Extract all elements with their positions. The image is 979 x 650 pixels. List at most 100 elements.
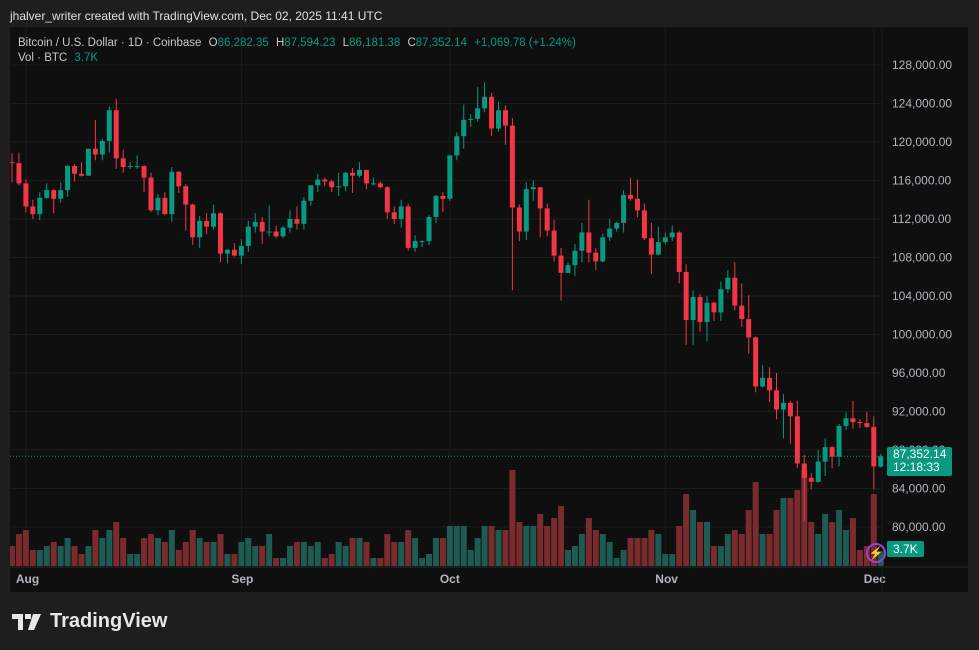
- low-value: 86,181.38: [349, 37, 401, 49]
- volume-bar: [558, 506, 565, 566]
- volume-bar: [266, 534, 273, 566]
- candle-body: [711, 302, 717, 313]
- volume-bar: [384, 534, 391, 566]
- y-tick-label: 96,000.00: [892, 366, 946, 380]
- candle-body: [120, 158, 126, 168]
- candle-body: [815, 461, 821, 482]
- candle-body: [183, 186, 189, 205]
- volume-bar: [669, 554, 676, 566]
- volume-bar: [808, 522, 815, 566]
- volume-bar: [349, 538, 356, 566]
- candle-body: [65, 166, 71, 191]
- candle-body: [482, 96, 488, 109]
- volume-bar: [627, 538, 634, 566]
- candle-body: [384, 187, 390, 213]
- candle-body: [774, 390, 779, 410]
- candle-body: [509, 125, 515, 208]
- volume-bar: [509, 470, 516, 566]
- candle-body: [315, 179, 321, 186]
- volume-bar: [759, 534, 766, 566]
- volume-bar: [57, 546, 64, 566]
- candle-body: [760, 377, 766, 387]
- y-tick-label: 92,000.00: [892, 405, 946, 419]
- symbol-label[interactable]: Bitcoin / U.S. Dollar · 1D · Coinbase: [18, 37, 202, 49]
- volume-bar: [259, 546, 266, 566]
- low-label: L: [342, 37, 350, 49]
- candle-body: [301, 200, 307, 224]
- tradingview-logo[interactable]: TradingView: [12, 610, 167, 633]
- volume-label[interactable]: Vol · BTC: [18, 52, 68, 64]
- y-tick-label: 108,000.00: [892, 251, 952, 265]
- chart-panel[interactable]: 80,000.0084,000.0088,000.0092,000.0096,0…: [10, 27, 968, 592]
- volume-bar: [287, 546, 293, 566]
- volume-bar: [460, 526, 467, 566]
- volume-bar: [849, 518, 856, 566]
- volume-bar: [537, 514, 544, 566]
- candle-body: [51, 190, 57, 199]
- candle-body: [593, 252, 599, 262]
- volume-bar: [321, 558, 328, 566]
- volume-bar: [578, 534, 585, 566]
- volume-bar: [794, 490, 801, 566]
- candle-body: [871, 426, 877, 467]
- volume-bar: [231, 554, 238, 566]
- volume-bar: [717, 546, 724, 566]
- candle-body: [447, 155, 453, 199]
- volume-bar: [106, 530, 113, 566]
- volume-bar: [544, 526, 551, 566]
- lightning-icon[interactable]: ⚡: [866, 543, 886, 563]
- volume-bar: [815, 534, 822, 566]
- candle-body: [259, 221, 265, 232]
- volume-bar: [148, 534, 154, 566]
- candle-body: [79, 173, 84, 176]
- volume-bar: [870, 494, 877, 566]
- volume-bar: [356, 538, 363, 566]
- candlestick-chart[interactable]: 80,000.0084,000.0088,000.0092,000.0096,0…: [10, 27, 968, 592]
- candle-body: [37, 197, 43, 215]
- volume-bar: [467, 550, 474, 566]
- candle-body: [197, 220, 203, 238]
- volume-bar: [217, 534, 224, 566]
- volume-bar: [752, 482, 759, 566]
- volume-bar: [634, 538, 641, 566]
- volume-bar: [29, 550, 36, 566]
- volume-bar: [238, 542, 245, 566]
- volume-bar: [273, 558, 280, 566]
- bar-countdown: 12:18:33: [893, 460, 940, 474]
- volume-bar: [377, 558, 384, 566]
- candle-body: [544, 208, 550, 231]
- candle-body: [579, 232, 585, 251]
- volume-bar: [134, 554, 141, 566]
- volume-bar: [328, 554, 335, 566]
- brand-name: TradingView: [50, 610, 168, 632]
- candle-body: [635, 198, 640, 211]
- candle-body: [252, 221, 258, 227]
- volume-bar: [856, 550, 863, 566]
- volume-bar: [829, 522, 836, 566]
- volume-bar: [690, 510, 697, 566]
- candle-body: [502, 110, 508, 126]
- volume-bar: [843, 530, 849, 566]
- volume-bar: [495, 530, 502, 566]
- y-tick-label: 120,000.00: [892, 135, 952, 149]
- candle-body: [628, 194, 634, 199]
- candle-body: [843, 418, 849, 426]
- candle-body: [836, 425, 842, 457]
- attribution-text: jhalver_writer created with TradingView.…: [10, 9, 383, 23]
- volume-bar: [676, 526, 683, 566]
- candle-body: [141, 166, 147, 178]
- candle-body: [718, 289, 724, 313]
- volume-bar: [92, 530, 99, 566]
- volume-bar: [224, 554, 231, 566]
- volume-bar: [683, 494, 690, 566]
- volume-bar: [398, 542, 405, 566]
- volume-bar: [620, 550, 627, 566]
- candle-body: [454, 136, 460, 156]
- candle-body: [391, 212, 397, 219]
- candle-body: [621, 194, 627, 223]
- volume-bar: [551, 518, 558, 566]
- volume-value: 3.7K: [74, 52, 99, 64]
- candle-body: [106, 110, 112, 142]
- candle-body: [245, 226, 251, 246]
- volume-bar: [710, 546, 717, 566]
